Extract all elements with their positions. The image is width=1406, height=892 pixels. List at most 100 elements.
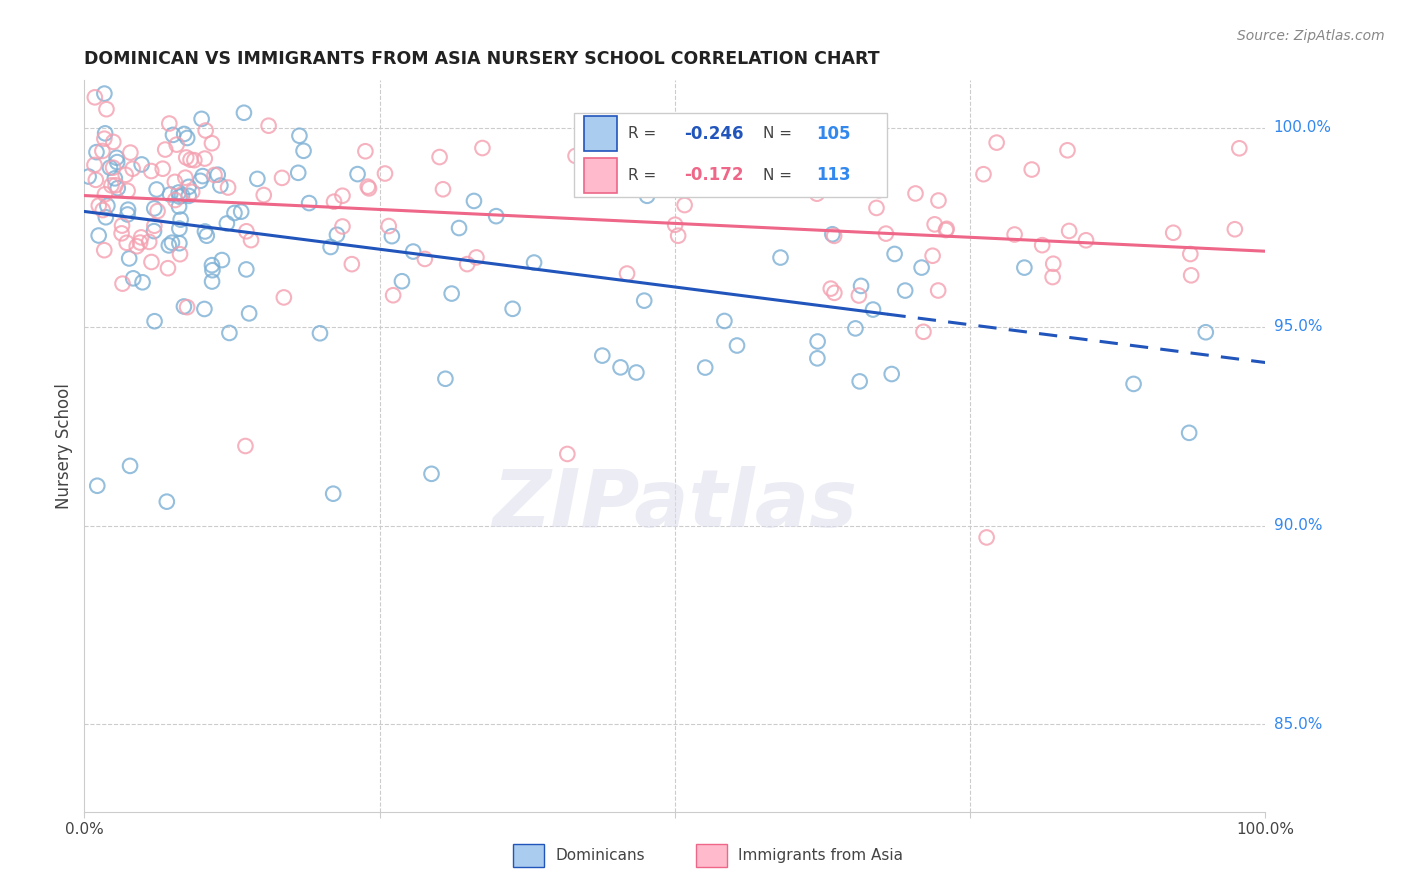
Point (912, 325, 935, 339)
Point (257, 119, 280, 133)
Point (169, 236, 191, 251)
Point (211, 253, 233, 268)
Text: N =: N = (763, 168, 797, 183)
Point (174, 170, 197, 185)
Point (204, 168, 226, 182)
Point (169, 221, 191, 235)
Point (117, 202, 139, 217)
Point (935, 223, 957, 237)
Point (160, 235, 183, 250)
Text: 113: 113 (817, 167, 851, 185)
Bar (583, 116, 617, 152)
Point (1180, 247, 1202, 261)
Point (848, 375, 870, 389)
Point (183, 153, 205, 168)
Point (146, 204, 169, 219)
Point (96, 102, 118, 116)
Text: Source: ZipAtlas.com: Source: ZipAtlas.com (1237, 29, 1385, 43)
Point (374, 167, 396, 181)
Point (921, 249, 943, 263)
FancyBboxPatch shape (575, 113, 887, 197)
Bar (583, 158, 617, 193)
Point (972, 167, 994, 181)
Point (138, 235, 160, 249)
Point (823, 228, 845, 243)
Point (201, 275, 224, 289)
Point (156, 261, 179, 276)
Point (377, 219, 399, 233)
Point (93, 87, 115, 101)
Point (87, 228, 110, 243)
Point (935, 222, 957, 236)
Point (633, 293, 655, 308)
Point (557, 447, 579, 461)
Point (177, 189, 200, 203)
Point (626, 366, 648, 380)
Point (120, 145, 142, 160)
Point (591, 349, 613, 363)
Point (1195, 325, 1218, 339)
Point (910, 260, 932, 275)
Point (1042, 270, 1064, 285)
Point (828, 181, 851, 195)
Point (194, 225, 217, 239)
Point (1057, 224, 1080, 238)
Point (673, 198, 696, 212)
Point (894, 284, 917, 298)
Point (143, 202, 166, 216)
Point (298, 196, 321, 211)
Text: R =: R = (627, 168, 661, 183)
Point (1227, 141, 1250, 155)
Text: 90.0%: 90.0% (1274, 518, 1322, 533)
Text: 95.0%: 95.0% (1274, 319, 1322, 334)
Point (875, 227, 897, 241)
Point (194, 123, 217, 137)
Point (105, 155, 128, 169)
Point (224, 206, 246, 220)
Point (111, 277, 134, 291)
Point (169, 189, 191, 203)
Text: 85.0%: 85.0% (1274, 717, 1322, 731)
Point (432, 182, 454, 196)
Point (87, 198, 110, 212)
Point (167, 200, 190, 214)
Point (194, 152, 217, 166)
Point (235, 262, 257, 277)
Point (105, 151, 128, 165)
Point (1056, 143, 1078, 157)
Point (96, 199, 118, 213)
Point (523, 255, 546, 269)
Point (122, 271, 145, 285)
Text: ZIPatlas: ZIPatlas (492, 466, 858, 543)
Point (143, 219, 166, 233)
Point (104, 178, 127, 193)
Point (238, 306, 260, 320)
Point (84, 173, 107, 187)
Point (129, 235, 152, 250)
Text: -0.172: -0.172 (685, 167, 744, 185)
Point (391, 274, 413, 288)
Point (162, 128, 184, 142)
Point (141, 255, 163, 269)
Point (107, 181, 129, 195)
Point (215, 216, 238, 230)
Point (155, 143, 177, 157)
Point (485, 209, 508, 223)
Point (823, 285, 845, 300)
Point (1042, 257, 1064, 271)
Point (101, 161, 124, 175)
Point (1161, 226, 1184, 240)
Text: N =: N = (763, 126, 797, 141)
Point (176, 300, 198, 314)
Point (166, 137, 188, 152)
Point (190, 174, 212, 188)
Point (1021, 162, 1043, 177)
Point (94, 187, 117, 202)
Point (180, 153, 202, 167)
Point (167, 186, 190, 200)
Point (434, 372, 457, 386)
Point (163, 175, 186, 189)
Point (218, 326, 240, 340)
Point (1122, 376, 1144, 391)
Point (357, 181, 380, 195)
